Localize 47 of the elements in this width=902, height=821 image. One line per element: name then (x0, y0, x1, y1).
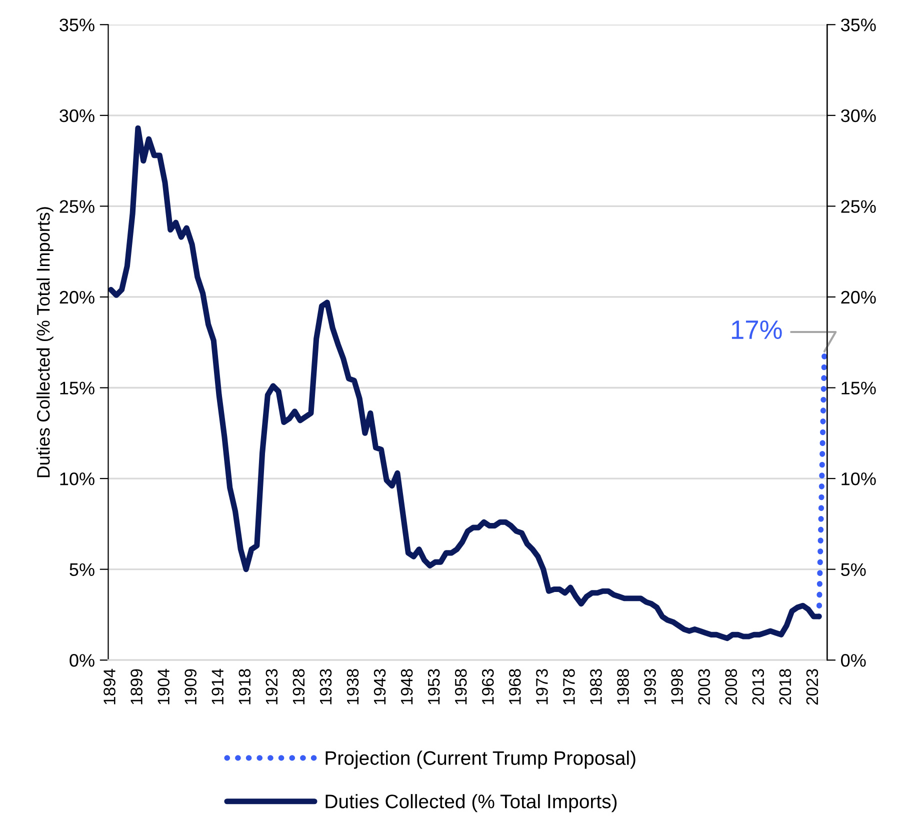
legend-label: Duties Collected (% Total Imports) (326, 794, 617, 812)
x-tick-label: 1948 (400, 669, 413, 704)
y-tick-label: 10% (60, 472, 94, 486)
x-tick-label: 1968 (509, 669, 521, 704)
y2-tick-label: 25% (841, 200, 876, 213)
x-tick-label: 1914 (212, 668, 224, 704)
x-tick-label: 2018 (779, 669, 792, 705)
legend-label: Projection (Current Trump Proposal) (326, 750, 636, 769)
x-tick-label: 1958 (454, 669, 467, 704)
y2-tick-label: 5% (841, 563, 866, 576)
x-tick-label: 2003 (698, 669, 710, 705)
x-tick-label: 1923 (266, 669, 278, 704)
x-tick-label: 1998 (671, 669, 683, 704)
x-tick-label: 2013 (752, 669, 764, 705)
y2-tick-label: 35% (841, 18, 876, 32)
x-tick-label: 1983 (590, 669, 602, 704)
x-tick-label: 1899 (130, 669, 142, 704)
y-tick-label: 30% (60, 109, 94, 122)
y2-tick-label: 30% (841, 109, 876, 122)
y2-tick-label: 15% (842, 382, 876, 394)
x-tick-label: 1918 (238, 669, 251, 704)
x-tick-label: 1943 (374, 669, 386, 704)
x-tick-label: 1928 (292, 669, 305, 704)
x-tick-label: 1904 (158, 668, 170, 704)
x-tick-label: 1894 (104, 668, 116, 704)
x-tick-label: 1988 (617, 669, 629, 704)
x-tick-label: 1963 (482, 669, 494, 704)
x-tick-label: 2008 (725, 669, 738, 705)
x-tick-label: 1909 (184, 669, 196, 704)
x-tick-label: 1938 (346, 669, 359, 704)
x-tick-label: 1973 (536, 669, 548, 704)
x-tick-label: 1933 (320, 669, 332, 704)
y2-tick-label: 0% (841, 654, 866, 667)
y-tick-label: 25% (60, 200, 94, 213)
x-tick-label: 1953 (428, 669, 440, 704)
y-tick-label: 15% (60, 382, 94, 394)
data-label: 17% (732, 320, 782, 339)
y-tick-label: 0% (70, 654, 94, 667)
y-tick-label: 5% (70, 563, 94, 576)
x-tick-label: 2023 (806, 669, 818, 705)
y2-tick-label: 10% (842, 472, 876, 486)
x-tick-label: 1978 (563, 669, 575, 704)
x-tick-label: 1993 (644, 669, 656, 704)
y-tick-label: 20% (60, 290, 94, 304)
y-axis-title: Duties Collected (% Total Imports) (36, 207, 54, 478)
y2-tick-label: 20% (841, 290, 876, 304)
y-tick-label: 35% (60, 18, 94, 32)
